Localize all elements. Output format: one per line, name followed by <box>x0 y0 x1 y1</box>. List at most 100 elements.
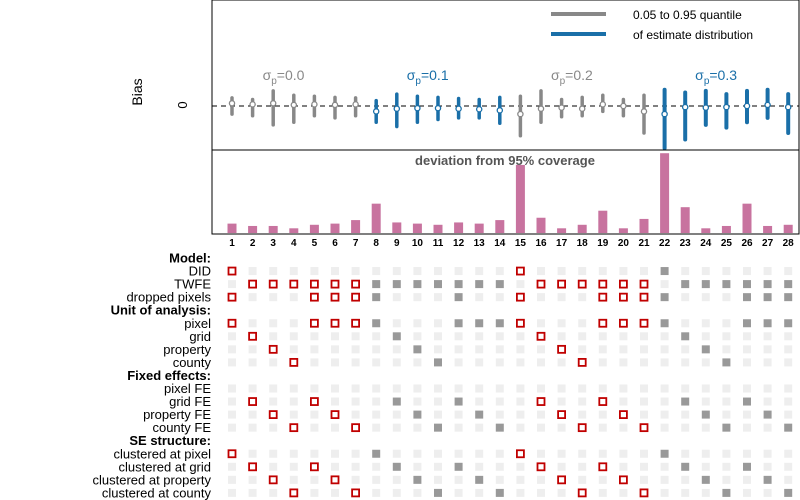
inactive-marker <box>516 462 525 471</box>
inactive-marker <box>413 319 422 328</box>
inactive-marker <box>784 384 793 393</box>
point-estimate <box>372 108 380 115</box>
inactive-marker <box>269 384 278 393</box>
active-marker-gray <box>743 319 751 328</box>
active-marker-red <box>557 344 566 354</box>
inactive-marker <box>619 332 628 341</box>
inactive-marker <box>557 488 566 497</box>
active-marker-red <box>557 410 566 420</box>
inactive-marker <box>701 423 710 432</box>
inactive-marker <box>454 449 463 458</box>
spec-number: 23 <box>680 238 692 249</box>
inactive-marker <box>289 332 298 341</box>
spec-number: 15 <box>515 238 527 249</box>
inactive-marker <box>660 462 669 471</box>
inactive-marker <box>516 332 525 341</box>
inactive-marker <box>722 293 731 302</box>
matrix-section-header: SE structure: <box>129 433 211 448</box>
point-estimate <box>599 101 607 108</box>
inactive-marker <box>681 384 690 393</box>
inactive-marker <box>495 332 504 341</box>
inactive-marker <box>434 384 442 393</box>
coverage-bar <box>268 225 278 233</box>
inactive-marker <box>640 345 648 354</box>
active-marker-gray <box>413 410 422 419</box>
active-marker-red <box>516 292 525 302</box>
inactive-marker <box>763 488 772 497</box>
matrix-section-header: Model: <box>169 251 211 266</box>
inactive-marker <box>516 410 525 419</box>
active-marker-red <box>536 331 546 341</box>
matrix-row-label: clustered at grid <box>119 459 212 474</box>
inactive-marker <box>743 384 751 393</box>
active-marker-red <box>516 449 525 459</box>
inactive-marker <box>310 449 319 458</box>
matrix-row-label: clustered at pixel <box>113 446 211 461</box>
inactive-marker <box>516 345 525 354</box>
inactive-marker <box>248 358 257 367</box>
spec-number: 19 <box>597 238 609 249</box>
inactive-marker <box>248 384 257 393</box>
inactive-marker <box>372 358 381 367</box>
inactive-marker <box>392 449 401 458</box>
inactive-marker <box>640 410 648 419</box>
active-marker-red <box>309 279 319 289</box>
inactive-marker <box>351 267 360 276</box>
inactive-marker <box>722 267 731 276</box>
point-estimate <box>393 105 401 112</box>
coverage-bar <box>289 228 299 233</box>
active-marker-gray <box>763 410 772 419</box>
inactive-marker <box>557 319 566 328</box>
active-marker-gray <box>495 319 504 328</box>
active-marker-gray <box>434 280 442 289</box>
inactive-marker <box>331 423 339 432</box>
coverage-bar <box>783 224 793 233</box>
inactive-marker <box>392 475 401 484</box>
coverage-bar <box>557 228 567 233</box>
inactive-marker <box>269 319 278 328</box>
matrix-row-label: clustered at property <box>92 472 211 487</box>
inactive-marker <box>434 397 442 406</box>
inactive-marker <box>598 410 607 419</box>
point-estimate <box>290 101 298 109</box>
active-marker-red <box>330 292 340 302</box>
inactive-marker <box>640 267 648 276</box>
active-marker-gray <box>784 280 793 289</box>
spec-number: 26 <box>741 238 753 249</box>
inactive-marker <box>495 293 504 302</box>
active-marker-gray <box>392 280 401 289</box>
inactive-marker <box>784 410 793 419</box>
point-estimate <box>269 100 277 107</box>
active-marker-red <box>577 279 587 289</box>
active-marker-red <box>248 397 258 406</box>
inactive-marker <box>351 397 360 406</box>
inactive-marker <box>578 332 587 341</box>
inactive-marker <box>392 410 401 419</box>
inactive-marker <box>557 397 566 406</box>
inactive-marker <box>722 475 731 484</box>
inactive-marker <box>269 488 278 497</box>
coverage-bar <box>351 220 361 233</box>
matrix-row-label: county FE <box>152 420 211 435</box>
inactive-marker <box>392 358 401 367</box>
inactive-marker <box>413 332 422 341</box>
inactive-marker <box>331 462 339 471</box>
inactive-marker <box>701 384 710 393</box>
inactive-marker <box>784 449 793 458</box>
inactive-marker <box>351 345 360 354</box>
inactive-marker <box>537 475 545 484</box>
coverage-bar <box>454 222 464 233</box>
inactive-marker <box>454 410 463 419</box>
active-marker-red <box>598 318 608 328</box>
inactive-marker <box>537 293 545 302</box>
inactive-marker <box>722 384 731 393</box>
spec-number: 14 <box>494 238 506 249</box>
point-estimate <box>743 102 751 110</box>
inactive-marker <box>351 449 360 458</box>
inactive-marker <box>454 475 463 484</box>
coverage-bar <box>701 228 711 233</box>
sigma-group-label: σp=0.2 <box>551 67 593 87</box>
active-marker-red <box>268 279 278 289</box>
point-estimate <box>681 103 689 111</box>
